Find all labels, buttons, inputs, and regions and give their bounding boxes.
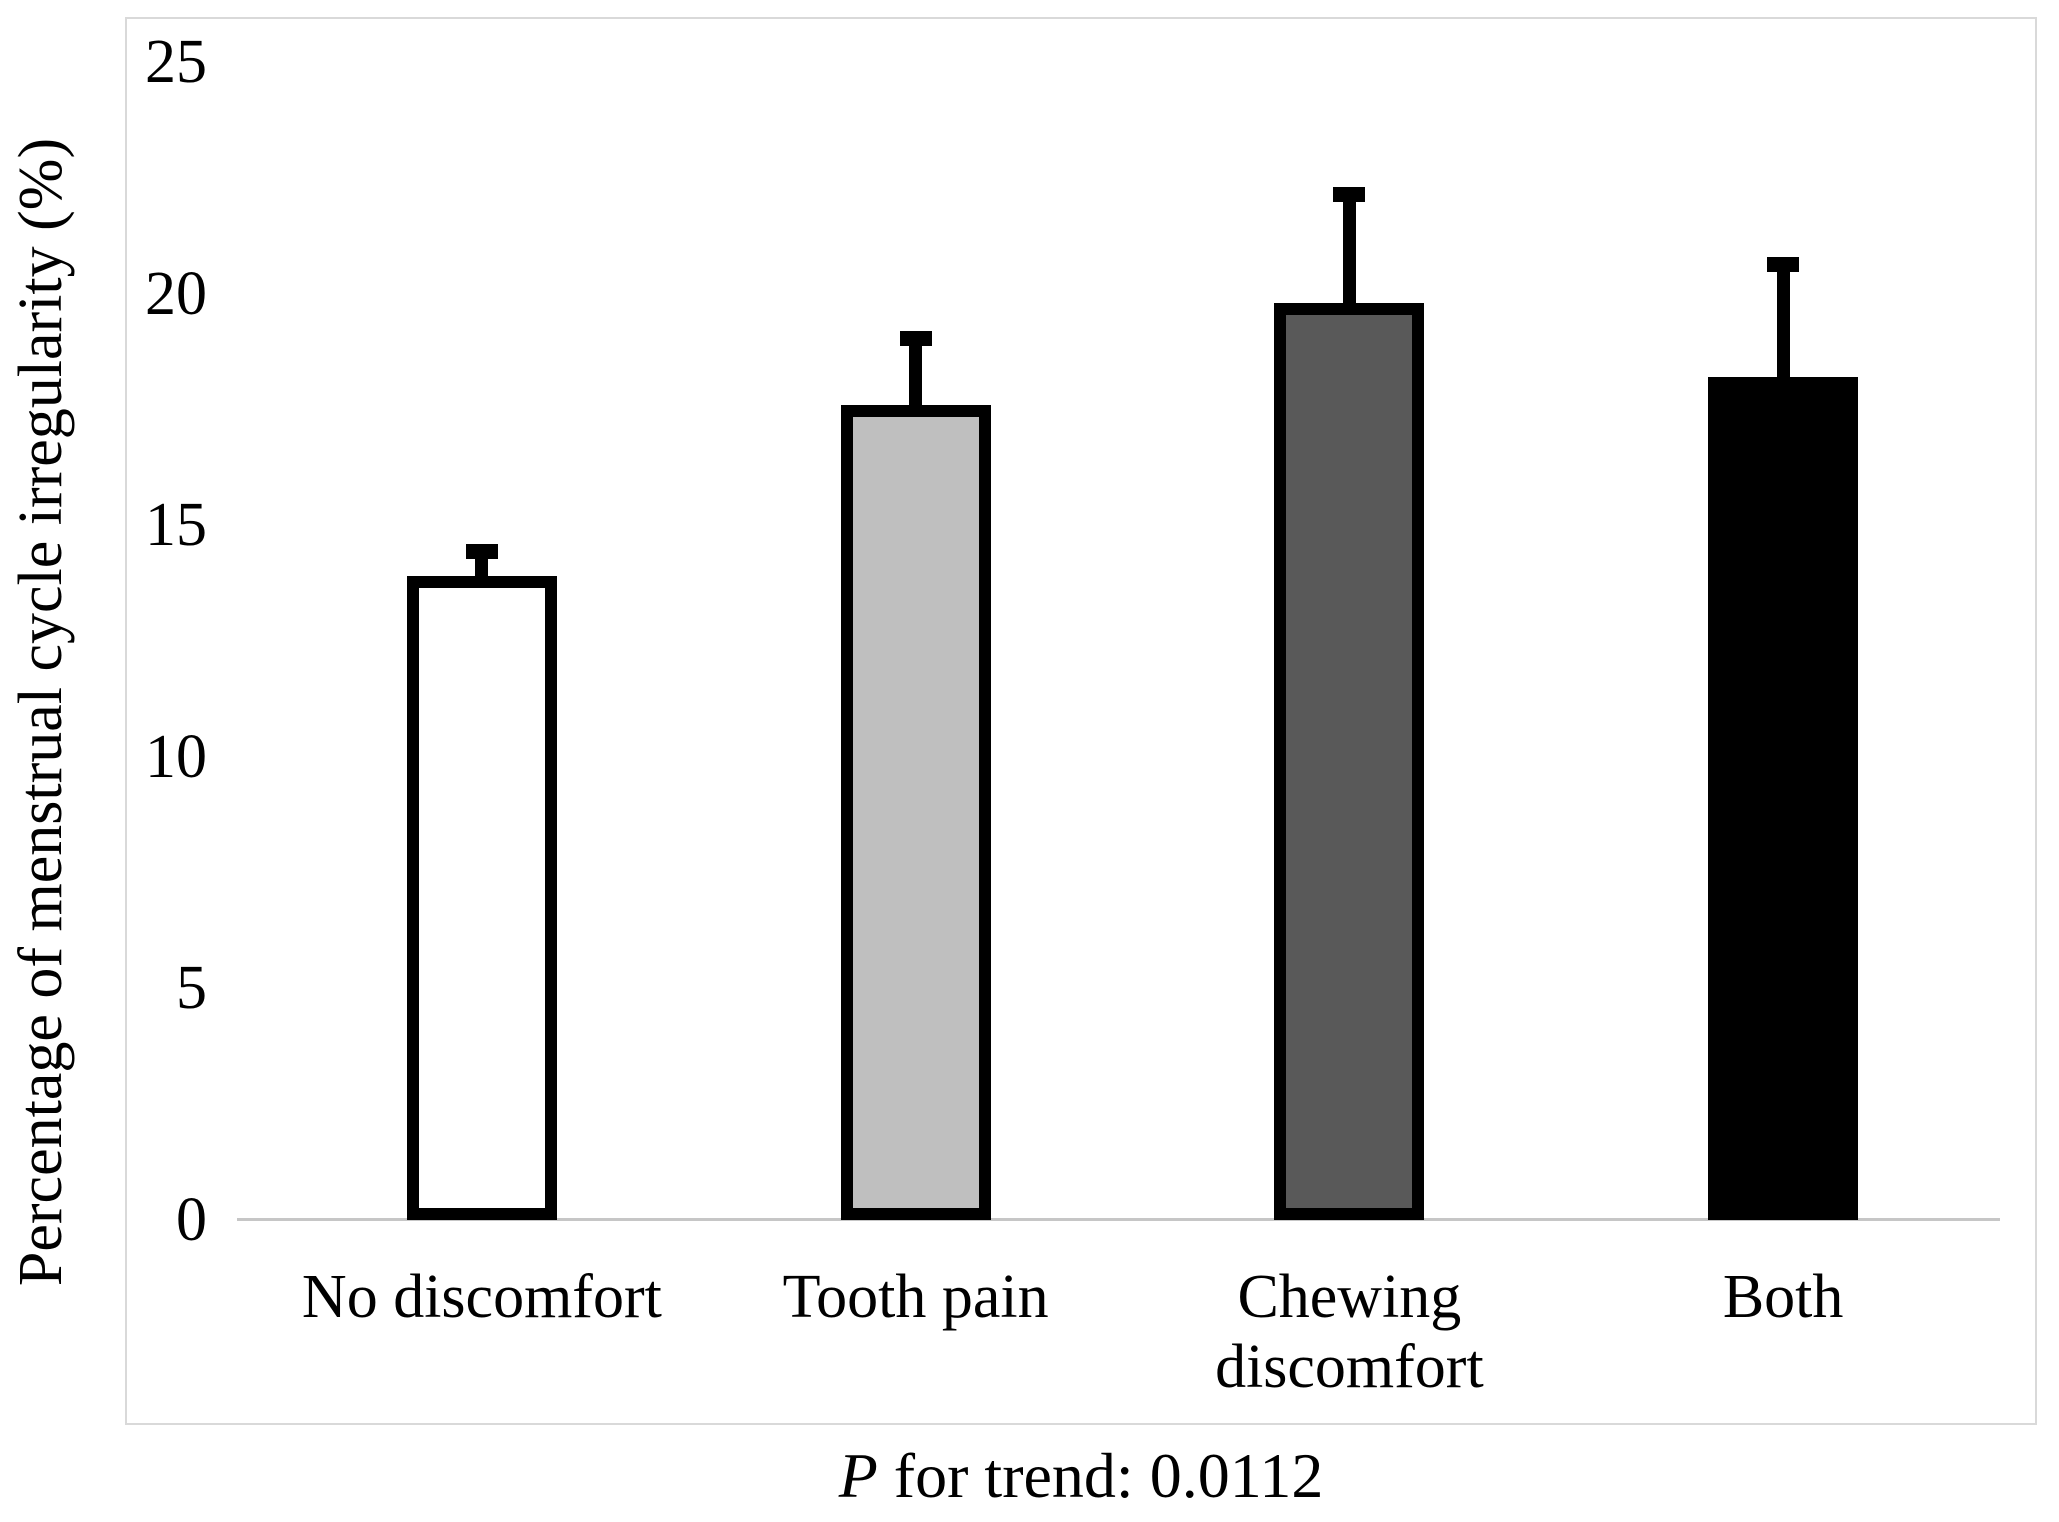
y-tick-label: 10 [145,722,207,791]
error-bar-whisker [909,330,923,405]
error-bar-cap [465,543,498,559]
y-tick-label: 5 [176,954,207,1023]
category-label: Both [1722,1263,1844,1331]
y-tick-label: 0 [176,1186,207,1254]
caption-text: for trend: 0.0112 [877,1440,1324,1511]
bar [1708,376,1859,1220]
error-bar-cap [1333,187,1366,203]
y-tick-label: 15 [145,491,207,560]
x-axis-line [237,1218,2000,1221]
bar [840,404,991,1220]
error-bar-whisker [1342,187,1356,303]
plot-area-border [125,17,2037,1425]
category-label: No discomfort [301,1263,662,1331]
bar [406,576,557,1220]
bar [1274,302,1425,1220]
error-bar-whisker [1776,256,1790,377]
y-tick-label: 25 [145,28,207,96]
category-label: Chewing discomfort [1215,1263,1484,1401]
error-bar-cap [899,330,932,346]
category-label: Tooth pain [782,1263,1049,1331]
caption: P for trend: 0.0112 [125,1438,2037,1514]
error-bar-cap [1767,256,1800,272]
y-tick-label: 20 [145,259,207,328]
caption-p-italic: P [838,1440,878,1511]
